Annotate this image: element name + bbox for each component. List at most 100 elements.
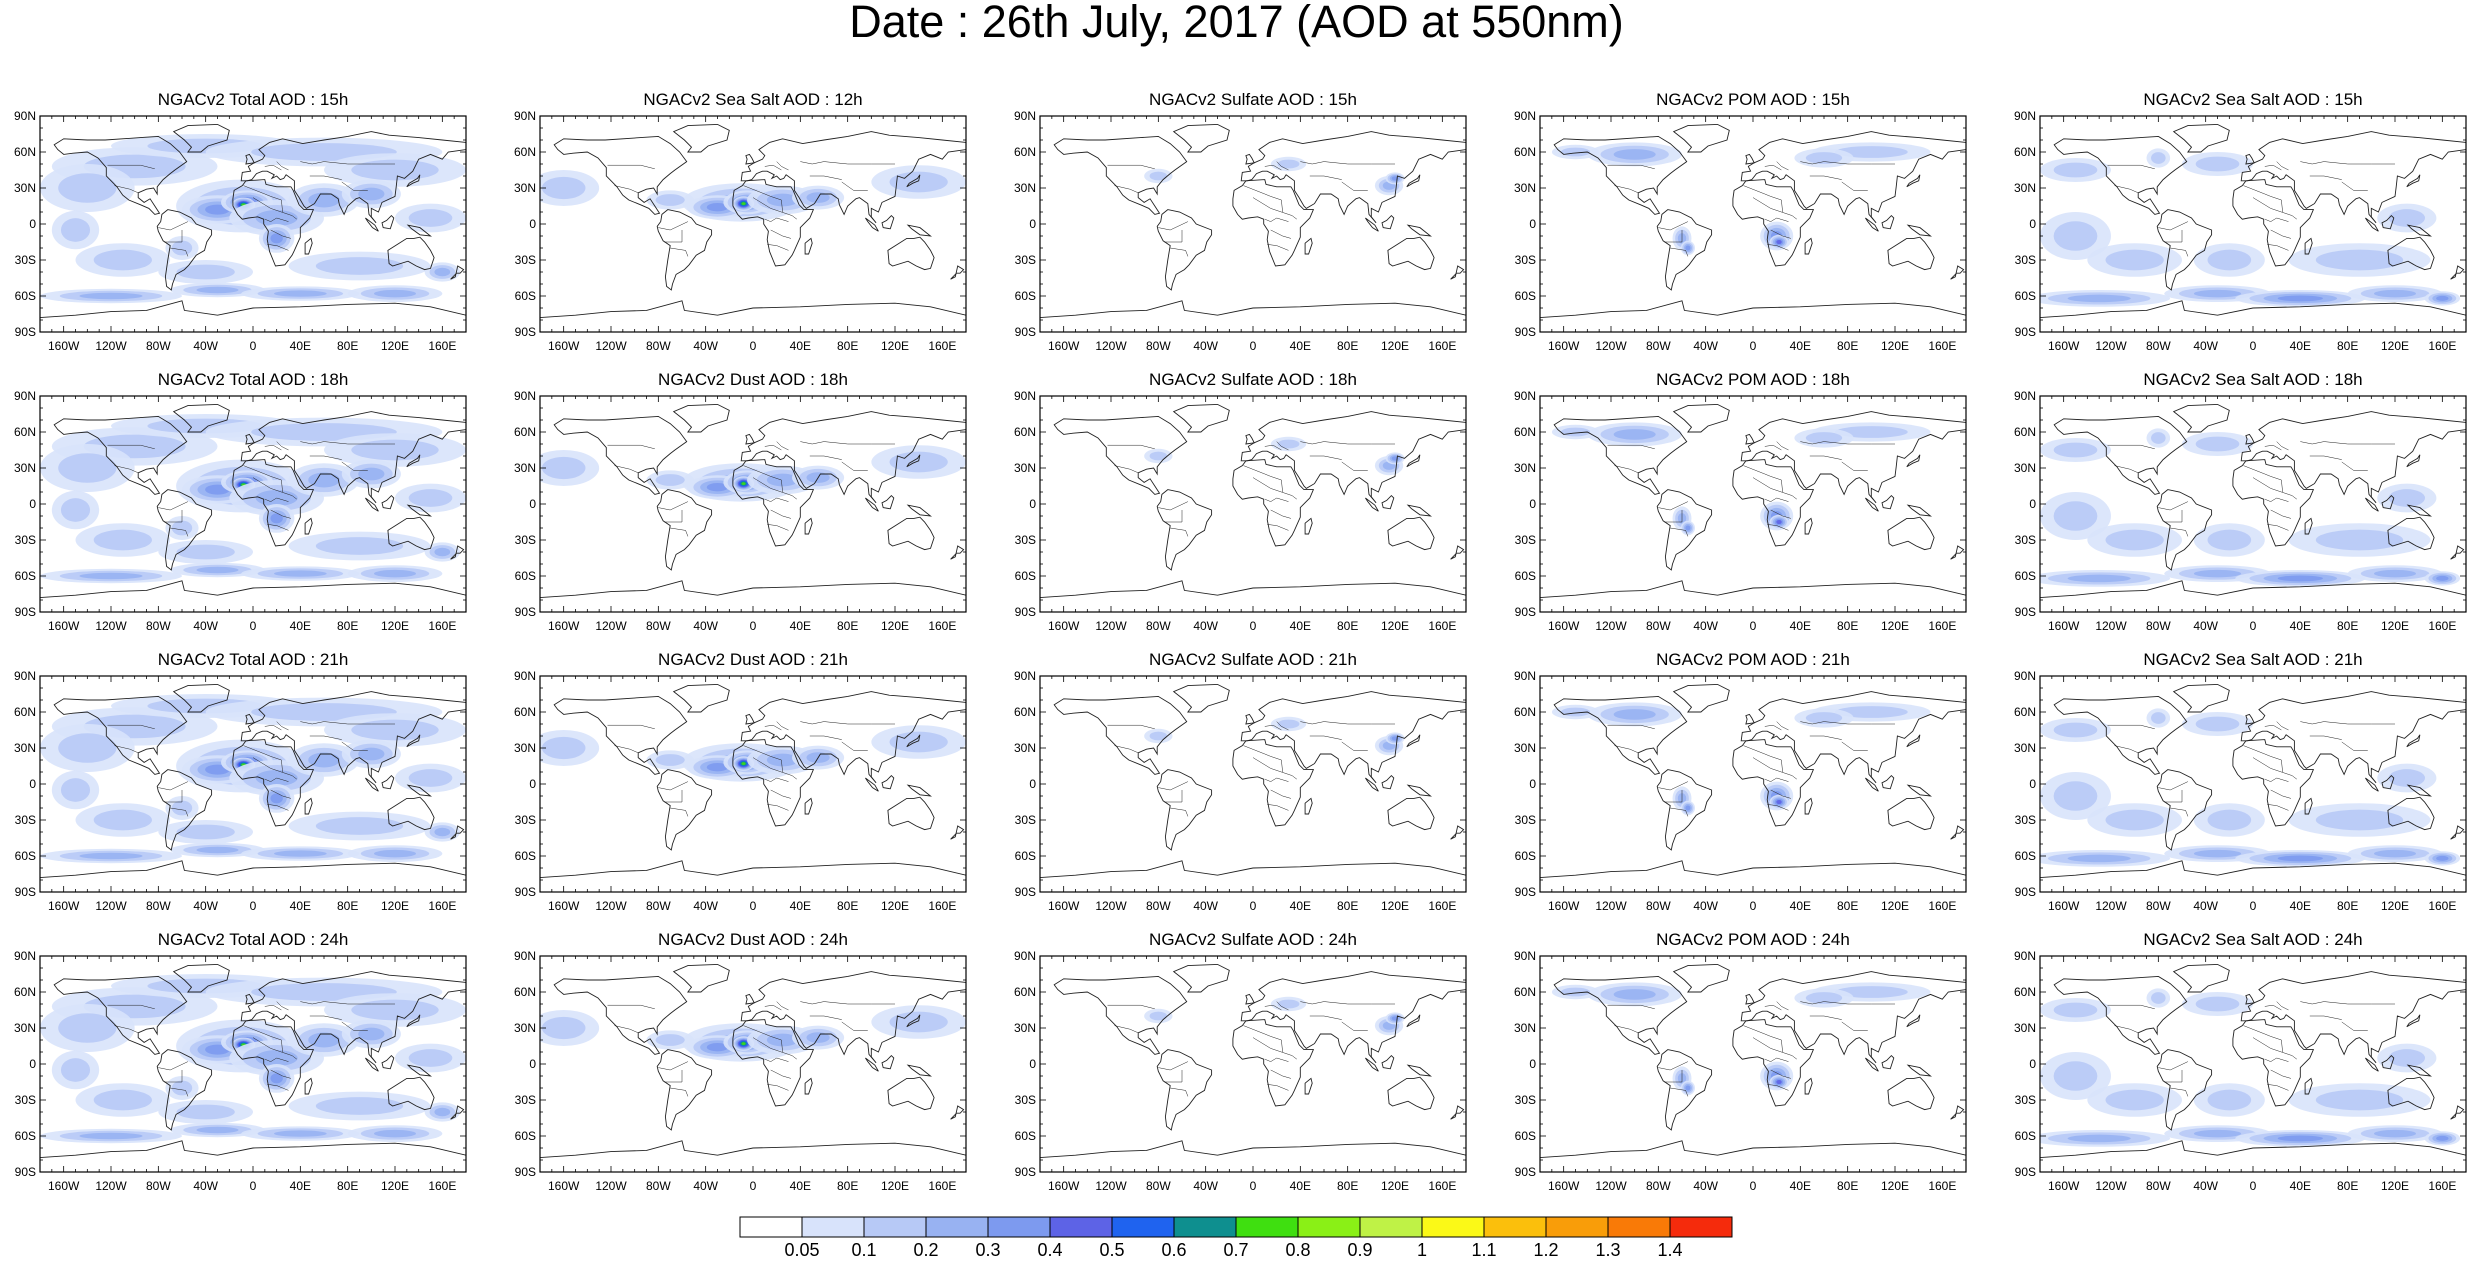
map-plot-area: 90N 60N 30N 0 30S 60S 90S 160W 120W 80W 40W 0 40E 80E… xyxy=(2014,109,2467,353)
lon-label: 80E xyxy=(837,899,858,913)
country-border xyxy=(743,465,783,493)
aod-plume xyxy=(741,482,746,485)
lon-label: 120W xyxy=(595,899,627,913)
country-border xyxy=(1114,465,1139,474)
country-border xyxy=(1776,441,1789,451)
country-border xyxy=(1158,781,1189,791)
lat-label: 60S xyxy=(2015,569,2036,583)
aod-plume xyxy=(196,846,239,854)
panel-title: NGACv2 Sulfate AOD : 18h xyxy=(1149,370,1357,389)
coastline-australia xyxy=(2387,516,2435,551)
country-border xyxy=(1158,1061,1189,1071)
map-frame xyxy=(1039,115,1467,333)
lon-label: 120E xyxy=(381,619,409,633)
country-border xyxy=(1252,757,1297,780)
world-map: 90N 60N 30N 0 30S 60S 90S 160W 120W 80W 40W 0 40E 80E… xyxy=(1014,389,1467,633)
lon-label: 160E xyxy=(428,899,456,913)
lon-label: 80E xyxy=(337,1179,358,1193)
lon-label: 40W xyxy=(693,899,718,913)
coastline-greenland xyxy=(672,403,730,433)
aod-plume xyxy=(274,1130,327,1137)
lat-label: 60S xyxy=(515,849,536,863)
lon-label: 120E xyxy=(1381,339,1409,353)
map-frame xyxy=(539,115,967,333)
colorbar-label: 0.5 xyxy=(1099,1240,1125,1260)
country-border xyxy=(1300,441,1395,445)
country-border xyxy=(764,1004,782,1011)
coastline-madagascar xyxy=(1804,797,1813,815)
coastline-uk xyxy=(745,993,755,1005)
coastline-japan xyxy=(406,174,421,188)
country-border xyxy=(607,164,655,170)
lat-label: 60N xyxy=(514,985,536,999)
aod-plume xyxy=(315,537,404,555)
colorbar-label: 1.2 xyxy=(1533,1240,1559,1260)
lon-label: 40W xyxy=(1193,339,1218,353)
coastline-newGuinea xyxy=(2406,1064,2433,1077)
lat-label: 60S xyxy=(15,1129,36,1143)
lon-label: 0 xyxy=(250,619,257,633)
coastline-eurasia xyxy=(240,131,466,224)
lon-label: 40W xyxy=(2193,339,2218,353)
country-border xyxy=(1252,1037,1297,1060)
lon-label: 120W xyxy=(95,1179,127,1193)
country-border xyxy=(2309,175,2342,180)
coastline-borneo xyxy=(881,1054,895,1070)
country-border xyxy=(107,724,155,730)
coastline-newZealand xyxy=(450,265,465,280)
coastline-eurasia xyxy=(1740,411,1966,504)
aod-plume xyxy=(79,852,143,860)
lon-label: 0 xyxy=(1750,1179,1757,1193)
map-ticks xyxy=(2039,955,2467,1173)
coastline-sumatra xyxy=(1865,777,1879,792)
aod-plume xyxy=(2195,436,2240,452)
coastline-borneo xyxy=(381,774,395,790)
lon-label: 80W xyxy=(1646,899,1671,913)
aod-plume xyxy=(1805,432,1843,444)
aod-plume xyxy=(2207,809,2252,831)
country-border xyxy=(809,175,842,180)
colorbar-swatch xyxy=(1545,1216,1609,1238)
coastline-borneo xyxy=(1881,1054,1895,1070)
country-border xyxy=(800,441,895,445)
coastline-newZealand xyxy=(950,825,965,840)
country-border xyxy=(170,247,189,257)
lon-label: 120W xyxy=(95,899,127,913)
coastline-eurasia xyxy=(240,691,466,784)
lat-label: 60S xyxy=(1515,289,1536,303)
coastline-sumatra xyxy=(365,217,379,232)
coastline-australia xyxy=(2387,796,2435,831)
coastline-japan xyxy=(406,1014,421,1028)
lat-label: 90S xyxy=(15,325,36,339)
lat-label: 0 xyxy=(529,497,536,511)
lon-label: 160E xyxy=(1428,619,1456,633)
coastline-newZealand xyxy=(1950,825,1965,840)
lon-label: 80E xyxy=(1337,619,1358,633)
country-border xyxy=(107,1004,155,1010)
coastline-southAmerica xyxy=(1656,769,1713,851)
aod-plume xyxy=(2315,249,2404,271)
colorbar-label: 1 xyxy=(1416,1240,1427,1260)
aod-field xyxy=(540,165,966,222)
lon-label: 160E xyxy=(928,1179,956,1193)
aod-plume xyxy=(408,209,453,227)
country-border xyxy=(1770,789,1791,799)
coastlines xyxy=(2040,683,2466,879)
lon-label: 40E xyxy=(1290,899,1311,913)
lat-label: 90N xyxy=(1014,109,1036,123)
aod-field xyxy=(2040,428,2461,587)
country-border xyxy=(341,741,368,751)
country-border xyxy=(2264,1057,2289,1062)
country-border xyxy=(243,1025,283,1053)
country-border xyxy=(158,501,189,511)
aod-field xyxy=(1144,996,1405,1036)
country-border xyxy=(1841,461,1868,471)
lon-label: 120W xyxy=(1595,1179,1627,1193)
coastline-australia xyxy=(387,516,435,551)
map-plot-area: 90N 60N 30N 0 30S 60S 90S 160W 120W 80W 40W 0 40E 80E… xyxy=(14,109,467,353)
aod-plume xyxy=(93,1089,152,1111)
country-border xyxy=(841,741,868,751)
colorbar-label: 0.9 xyxy=(1347,1240,1373,1260)
lon-label: 40W xyxy=(193,1179,218,1193)
country-border xyxy=(1107,1004,1155,1010)
